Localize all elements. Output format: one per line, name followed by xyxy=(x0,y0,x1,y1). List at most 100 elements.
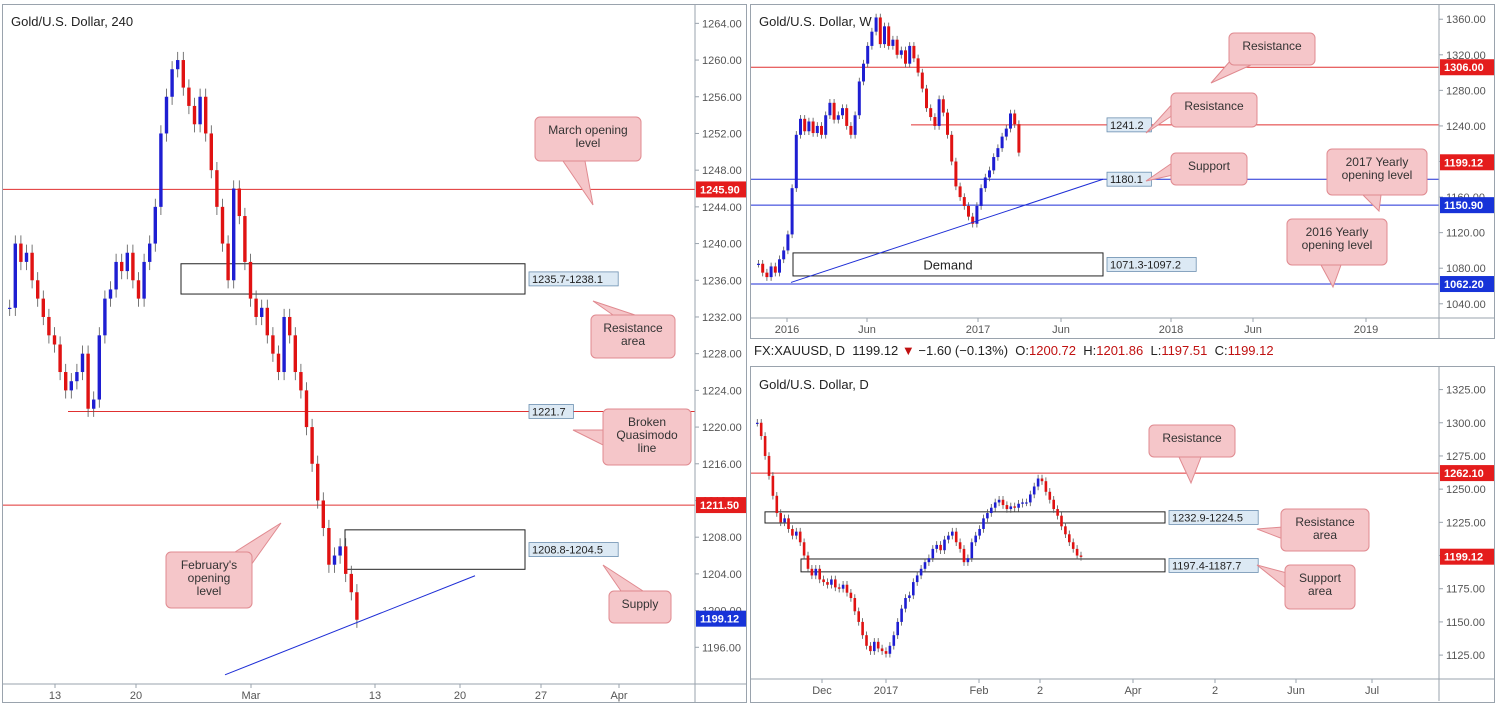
candle-body xyxy=(832,102,836,120)
candle-body xyxy=(1005,505,1009,510)
candle-body xyxy=(810,568,814,576)
candle-body xyxy=(1048,491,1052,500)
close-value: 1199.12 xyxy=(1227,343,1274,358)
price-axis-badge-label: 1245.90 xyxy=(700,184,740,196)
zone-box xyxy=(792,252,1104,277)
chart-title: Gold/U.S. Dollar, 240 xyxy=(11,14,133,29)
daily-chart-panel[interactable]: 1232.9-1224.5 1197.4-1187.7 Resistance Res… xyxy=(750,366,1495,703)
price-axis-badge xyxy=(1440,548,1494,565)
x-tick-label: Dec xyxy=(812,685,832,697)
candle-body xyxy=(338,546,342,556)
candle-body xyxy=(58,344,62,373)
callout-text-line: line xyxy=(638,441,657,455)
weekly-chart[interactable]: Demand 1071.3-1097.2 1241.2 1180.1 Resista… xyxy=(751,5,1495,339)
price-axis-badge xyxy=(696,181,746,198)
x-tick-label: Jun xyxy=(1244,324,1262,336)
x-tick-label: 20 xyxy=(130,690,142,702)
callout-text-line: Resistance xyxy=(1184,99,1244,113)
callout-text: March opening level xyxy=(548,123,627,150)
candle-body xyxy=(1000,136,1004,149)
candle-body xyxy=(954,531,958,543)
candle-body xyxy=(986,513,989,519)
candle-body xyxy=(933,117,937,126)
callout-text: 2016 Yearly opening level xyxy=(1302,225,1373,252)
h4-chart-panel[interactable]: 1235.7-1238.1 1208.8-1204.5 1221.7 March … xyxy=(2,4,747,703)
candle-body xyxy=(782,250,786,260)
candle-body xyxy=(316,463,320,501)
candle-body xyxy=(332,555,337,565)
candle-body xyxy=(900,608,903,622)
candle-body xyxy=(845,584,849,593)
candle-body xyxy=(1075,548,1079,556)
candle-body xyxy=(891,39,895,46)
price-axis-badge xyxy=(696,497,746,514)
candle-body xyxy=(824,115,828,135)
candle-body xyxy=(978,528,981,536)
candle-body xyxy=(1009,506,1013,510)
callout-text-line: Quasimodo xyxy=(616,428,678,442)
candle-body xyxy=(919,568,923,576)
candle-body xyxy=(47,316,51,336)
candle-body xyxy=(790,188,794,235)
candle-body xyxy=(1044,481,1048,492)
candle-body xyxy=(866,45,870,64)
candle-body xyxy=(159,133,163,207)
price-axis-badge-label: 1199.12 xyxy=(1444,552,1483,564)
candle-body xyxy=(794,134,798,189)
price-axis-badge xyxy=(696,610,746,627)
y-tick-label: 1240.00 xyxy=(702,239,742,251)
callout-tail xyxy=(572,429,604,446)
open-value: 1200.72 xyxy=(1029,343,1076,358)
level-value-label: 1241.2 xyxy=(1110,120,1144,132)
y-tick-label: 1248.00 xyxy=(702,165,742,177)
candle-body xyxy=(327,528,331,565)
candle-body xyxy=(983,177,987,189)
candle-body xyxy=(857,81,861,116)
x-tick-label: Jun xyxy=(858,324,876,336)
candle-body xyxy=(757,263,760,265)
candle-body xyxy=(108,289,113,299)
candle-body xyxy=(86,353,90,409)
candle-body xyxy=(349,573,353,593)
candle-body xyxy=(232,188,236,281)
y-tick-label: 1252.00 xyxy=(702,128,742,140)
candle-body xyxy=(791,528,794,536)
candle-body xyxy=(975,205,979,224)
callout-box xyxy=(1148,424,1236,458)
candle-body xyxy=(925,88,928,109)
callout-text-line: opening xyxy=(188,571,231,585)
y-tick-label: 1275.00 xyxy=(1446,451,1486,463)
candle-body xyxy=(826,582,829,585)
candle-body xyxy=(1013,113,1017,125)
callout-box xyxy=(1170,152,1248,186)
symbol-label: FX:XAUUSD, D xyxy=(754,343,846,358)
candle-body xyxy=(1052,499,1055,510)
candle-body xyxy=(1009,113,1012,129)
candle-body xyxy=(849,592,853,599)
candle-body xyxy=(209,133,213,171)
callout-text-line: area xyxy=(1308,584,1332,598)
candle-body xyxy=(1071,542,1075,549)
price-axis-badge-label: 1262.10 xyxy=(1444,468,1484,480)
candle-body xyxy=(943,539,946,551)
y-tick-label: 1280.00 xyxy=(1446,85,1486,97)
candle-body xyxy=(962,197,966,206)
callout-text-line: area xyxy=(621,334,645,348)
y-tick-label: 1040.00 xyxy=(1446,299,1486,311)
candle-body xyxy=(131,252,135,281)
candle-body xyxy=(814,568,818,576)
candle-body xyxy=(783,518,786,523)
h4-chart[interactable]: 1235.7-1238.1 1208.8-1204.5 1221.7 March … xyxy=(3,5,747,703)
callout-text: Broken Quasimodo line xyxy=(616,415,678,455)
callout-text: Support area xyxy=(1299,571,1342,598)
candle-body xyxy=(967,205,970,217)
candle-body xyxy=(970,542,974,559)
weekly-chart-panel[interactable]: Demand 1071.3-1097.2 1241.2 1180.1 Resista… xyxy=(750,4,1495,339)
candle-body xyxy=(64,372,68,391)
callout-tail xyxy=(1256,564,1288,591)
candle-body xyxy=(904,598,907,609)
candle-body xyxy=(288,316,292,336)
candle-body xyxy=(951,531,954,536)
callout-text: Supply xyxy=(622,597,659,611)
